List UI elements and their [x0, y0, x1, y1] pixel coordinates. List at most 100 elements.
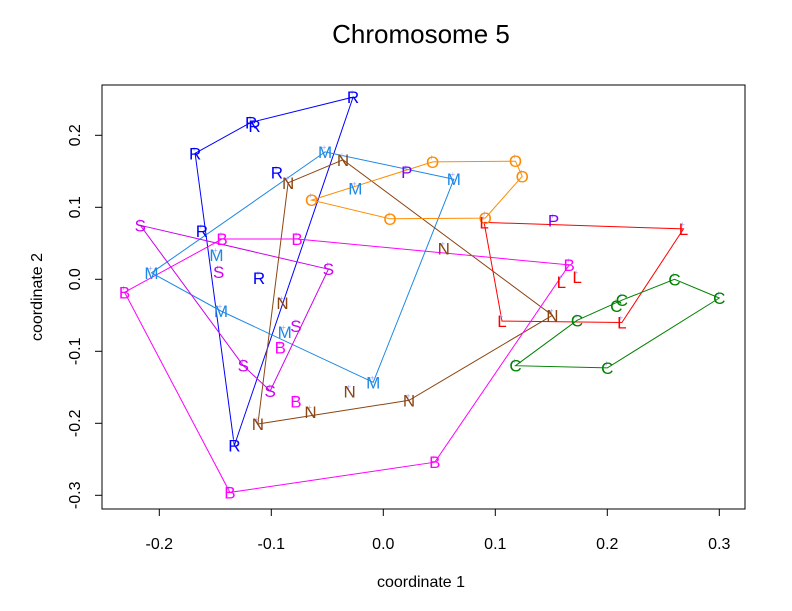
point-marker: + — [680, 220, 685, 229]
point-marker: + — [148, 264, 153, 273]
x-tick-label: 0.2 — [596, 536, 618, 553]
point-S: S — [323, 260, 334, 279]
point-marker: + — [613, 297, 618, 306]
hull-R — [194, 96, 354, 446]
point-marker: + — [549, 306, 554, 315]
point-R: R — [347, 88, 359, 107]
point-marker: + — [192, 144, 197, 153]
point-C: C — [509, 357, 521, 376]
y-axis-label: coordinate 2 — [29, 253, 46, 341]
point-marker: + — [308, 191, 313, 200]
point-N: N — [276, 294, 288, 313]
point-C: C — [571, 311, 583, 330]
point-M: M — [447, 170, 461, 189]
point-marker: + — [387, 210, 392, 219]
point-C: C — [601, 359, 613, 378]
hull-M — [150, 151, 455, 383]
point-C: C — [616, 291, 628, 310]
point-N: N — [282, 174, 294, 193]
point-marker: + — [307, 403, 312, 412]
point-marker: + — [604, 359, 609, 368]
point-marker: + — [231, 437, 236, 446]
point-N: N — [546, 306, 558, 325]
point-layer: +R+R+R+R+R+R+R+R+M+M+M+M+M+M+M+M+N+N+N+N… — [119, 88, 726, 502]
point-N: N — [344, 383, 356, 402]
point-R: R — [228, 437, 240, 456]
point-marker: + — [267, 382, 272, 391]
point-marker: + — [574, 268, 579, 277]
point-marker: + — [240, 357, 245, 366]
point-marker: + — [481, 213, 486, 222]
point-B: B — [275, 339, 286, 358]
point-P: P — [548, 211, 559, 230]
point-R: R — [245, 113, 257, 132]
x-axis: -0.2 -0.1 0.0 0.1 0.2 0.3 — [146, 509, 731, 553]
point-S: S — [135, 216, 146, 235]
point-marker: + — [512, 357, 517, 366]
point-N: N — [252, 415, 264, 434]
x-tick-label: 0.3 — [708, 536, 730, 553]
point-O: O — [383, 210, 396, 229]
point-L: L — [679, 220, 688, 239]
point-O: O — [516, 167, 529, 186]
point-S: S — [213, 263, 224, 282]
point-P: P — [401, 163, 412, 182]
point-marker: + — [279, 294, 284, 303]
point-marker: + — [574, 311, 579, 320]
y-tick-label: 0.0 — [67, 268, 84, 290]
point-marker: + — [121, 283, 126, 292]
hull-O — [309, 160, 523, 220]
point-C: C — [610, 297, 622, 316]
point-marker: + — [213, 246, 218, 255]
point-O: O — [426, 153, 439, 172]
x-tick-label: 0.0 — [372, 536, 394, 553]
point-N: N — [403, 391, 415, 410]
point-marker: + — [274, 164, 279, 173]
point-marker: + — [671, 270, 676, 279]
point-marker: + — [566, 256, 571, 265]
hull-L — [483, 221, 685, 324]
y-tick-label: -0.2 — [67, 409, 84, 437]
point-O: O — [479, 209, 492, 228]
point-N: N — [438, 239, 450, 258]
point-L: L — [497, 312, 506, 331]
point-marker: + — [519, 167, 524, 176]
point-S: S — [265, 382, 276, 401]
point-marker: + — [293, 317, 298, 326]
point-marker: + — [403, 163, 408, 172]
point-B: B — [119, 283, 130, 302]
point-O: O — [509, 152, 522, 171]
point-R: R — [196, 222, 208, 241]
x-tick-label: 0.1 — [484, 536, 506, 553]
point-marker: + — [199, 222, 204, 231]
point-R: R — [271, 164, 283, 183]
point-marker: + — [451, 170, 456, 179]
point-M: M — [366, 373, 380, 392]
point-B: B — [290, 393, 301, 412]
point-marker: + — [440, 239, 445, 248]
point-M: M — [278, 323, 292, 342]
point-marker: + — [218, 302, 223, 311]
hull-B — [123, 238, 571, 493]
point-marker: + — [370, 373, 375, 382]
plot-frame — [101, 84, 746, 510]
point-marker: + — [550, 211, 555, 220]
point-marker: + — [340, 151, 345, 160]
point-C: C — [668, 270, 680, 289]
point-marker: + — [716, 289, 721, 298]
point-marker: + — [255, 415, 260, 424]
point-marker: + — [558, 273, 563, 282]
point-marker: + — [482, 209, 487, 218]
point-marker: + — [619, 314, 624, 323]
point-L: L — [572, 268, 581, 287]
point-S: S — [290, 317, 301, 336]
point-C: C — [713, 289, 725, 308]
point-marker: + — [293, 393, 298, 402]
point-marker: + — [406, 391, 411, 400]
point-M: M — [318, 143, 332, 162]
y-tick-label: 0.2 — [67, 124, 84, 146]
point-marker: + — [219, 230, 224, 239]
y-tick-label: -0.1 — [67, 337, 84, 365]
point-marker: + — [512, 152, 517, 161]
